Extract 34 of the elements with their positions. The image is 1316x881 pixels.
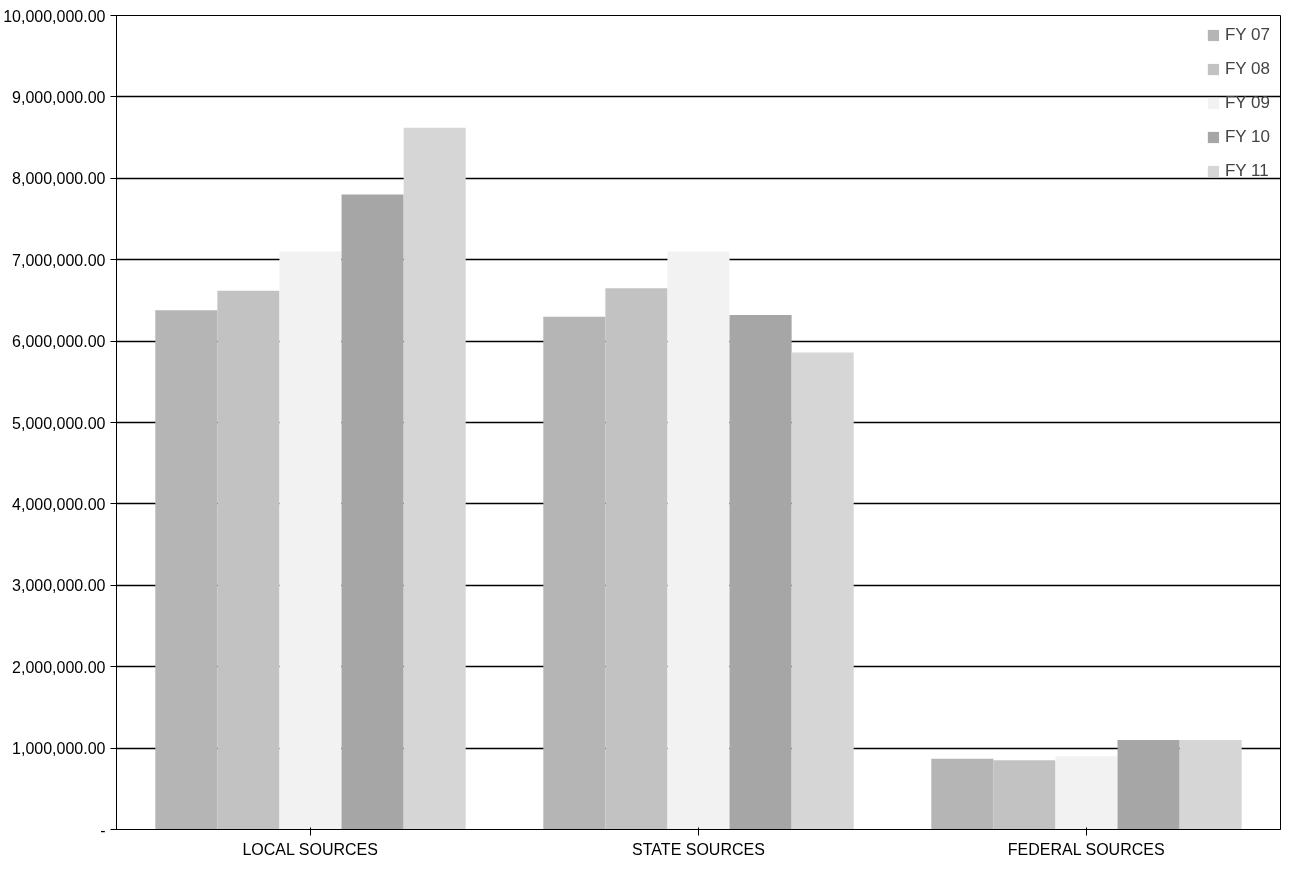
y-tick-label: - — [100, 821, 106, 839]
bar — [403, 127, 466, 830]
x-tick-label: STATE SOURCES — [632, 840, 765, 858]
y-tick-label: 6,000,000.00 — [12, 333, 106, 351]
bar — [1055, 756, 1118, 830]
bar — [791, 352, 854, 830]
legend-label: FY 08 — [1224, 59, 1270, 79]
bar — [729, 315, 792, 830]
y-tick-label: 8,000,000.00 — [12, 170, 106, 188]
y-tick-label: 9,000,000.00 — [12, 88, 106, 106]
y-tick-label: 10,000,000.00 — [3, 7, 106, 25]
bar — [1117, 739, 1180, 830]
y-tick-label: 2,000,000.00 — [12, 658, 106, 676]
bar — [217, 290, 280, 830]
bar — [543, 316, 606, 830]
x-tick-label: LOCAL SOURCES — [242, 840, 378, 858]
bar — [667, 251, 730, 830]
bar — [931, 758, 994, 830]
bar — [155, 310, 218, 830]
bar — [605, 288, 668, 830]
legend-label: FY 09 — [1224, 93, 1270, 113]
y-tick-label: 7,000,000.00 — [12, 251, 106, 269]
legend-label: FY 11 — [1224, 161, 1269, 181]
bar — [279, 251, 342, 830]
y-tick-label: 5,000,000.00 — [12, 414, 106, 432]
legend-label: FY 07 — [1224, 25, 1270, 45]
bar — [1179, 739, 1242, 830]
y-tick-label: 4,000,000.00 — [12, 495, 106, 513]
y-tick-label: 1,000,000.00 — [12, 740, 106, 758]
bar — [993, 760, 1056, 830]
legend-label: FY 10 — [1224, 127, 1270, 147]
bar — [341, 194, 404, 830]
y-tick-label: 3,000,000.00 — [12, 577, 106, 595]
x-tick-label: FEDERAL SOURCES — [1007, 840, 1165, 858]
